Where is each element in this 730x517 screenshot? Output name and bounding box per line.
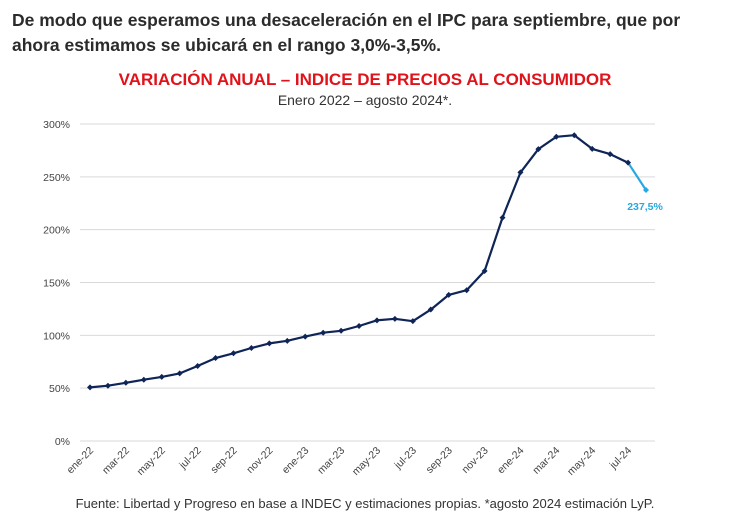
series-line-estimate xyxy=(627,162,647,191)
data-labels: 237,5% xyxy=(627,201,663,213)
x-tick-label: mar-22 xyxy=(100,445,132,477)
data-point xyxy=(356,323,363,330)
data-point xyxy=(463,287,470,294)
data-point xyxy=(194,362,201,369)
x-axis-ticks: ene-22 mar-22 may-22 jul-22 sep-22 nov-22 ene-… xyxy=(65,445,635,478)
source-note: Fuente: Libertad y Progreso en base a IN… xyxy=(75,496,655,511)
x-tick-label: ene-24 xyxy=(495,445,527,477)
data-point xyxy=(589,145,596,152)
x-tick-label: ene-23 xyxy=(280,445,312,477)
x-tick-label: mar-23 xyxy=(315,445,347,477)
x-tick-label: jul-23 xyxy=(392,445,419,472)
x-tick-label: ene-22 xyxy=(65,445,97,477)
gridlines xyxy=(80,123,655,442)
x-tick-label: nov-22 xyxy=(244,445,275,476)
data-point xyxy=(122,379,129,386)
data-point xyxy=(499,214,506,221)
data-point xyxy=(140,376,147,383)
data-point xyxy=(535,146,542,153)
data-point xyxy=(481,267,488,274)
y-tick-label: 300% xyxy=(43,119,70,131)
line-chart: 0%50%100%150%200%250%300% ene-22 mar-22 ma… xyxy=(43,119,663,478)
data-point xyxy=(517,169,524,176)
y-tick-label: 200% xyxy=(43,225,70,237)
data-point xyxy=(373,317,380,324)
data-point xyxy=(643,187,649,194)
data-point xyxy=(391,315,398,322)
x-tick-label: may-23 xyxy=(350,445,383,478)
data-point xyxy=(607,151,614,158)
y-tick-label: 250% xyxy=(43,172,70,184)
y-axis-ticks: 0% 50% 100% 150% 200% 250% 300% xyxy=(43,119,70,448)
data-point xyxy=(320,329,327,336)
data-point xyxy=(284,337,291,344)
data-point xyxy=(176,370,183,377)
y-tick-label: 100% xyxy=(43,330,70,342)
y-tick-label: 0% xyxy=(55,436,70,448)
data-point xyxy=(212,355,219,362)
data-point xyxy=(230,350,237,357)
chart-title: VARIACIÓN ANUAL – INDICE DE PRECIOS AL C… xyxy=(118,70,612,89)
data-label: 237,5% xyxy=(627,201,663,213)
x-tick-label: may-24 xyxy=(565,445,598,478)
data-point xyxy=(571,132,578,139)
data-points xyxy=(87,132,649,391)
data-point xyxy=(409,318,416,325)
x-tick-label: mar-24 xyxy=(530,445,562,477)
x-tick-label: sep-22 xyxy=(208,445,239,476)
x-tick-label: jul-24 xyxy=(607,445,634,472)
y-tick-label: 150% xyxy=(43,278,70,290)
series-lines xyxy=(89,134,647,389)
data-point xyxy=(266,340,273,347)
series-line xyxy=(89,134,629,389)
x-tick-label: jul-22 xyxy=(176,445,203,472)
x-tick-label: sep-23 xyxy=(424,445,455,476)
data-point xyxy=(338,327,345,334)
data-point xyxy=(158,373,165,380)
data-point xyxy=(248,345,255,352)
data-point xyxy=(445,291,452,298)
data-point xyxy=(87,384,93,391)
chart-subtitle: Enero 2022 – agosto 2024*. xyxy=(277,92,453,108)
data-point xyxy=(625,159,632,166)
headline: De modo que esperamos una desaceleración… xyxy=(12,10,681,55)
data-point xyxy=(427,306,434,313)
x-tick-label: nov-23 xyxy=(460,445,491,476)
x-tick-label: may-22 xyxy=(135,445,168,478)
data-point xyxy=(553,133,560,140)
data-point xyxy=(302,333,309,340)
y-tick-label: 50% xyxy=(49,383,70,395)
data-point xyxy=(104,382,111,389)
